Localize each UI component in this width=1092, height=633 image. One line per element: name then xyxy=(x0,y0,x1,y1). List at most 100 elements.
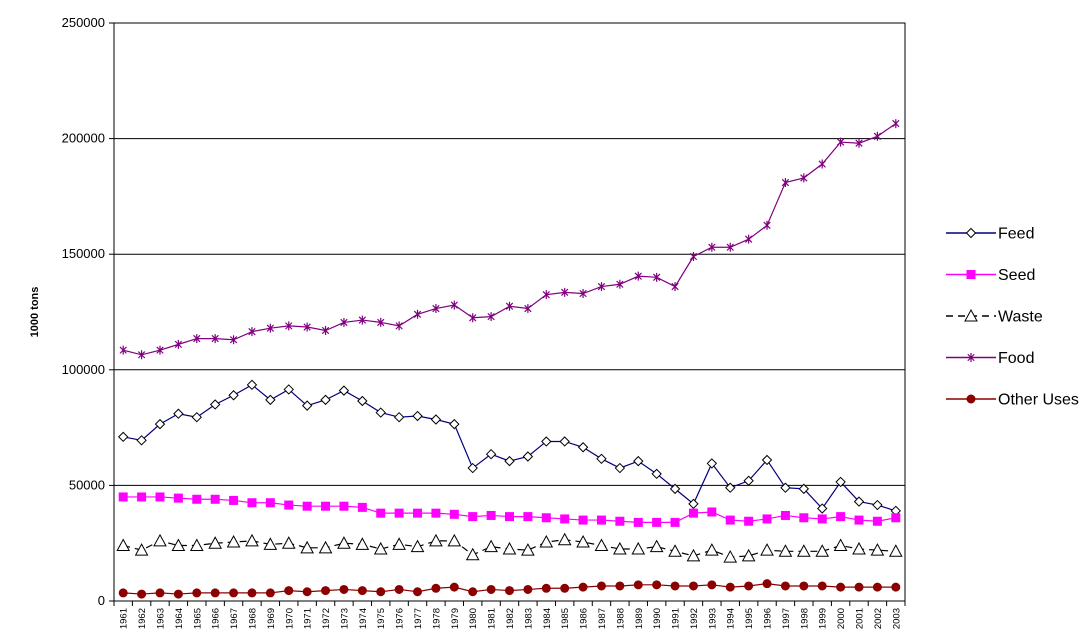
data-point-feed xyxy=(835,476,846,488)
data-point-food xyxy=(285,321,293,331)
data-point-food xyxy=(377,317,385,327)
data-point-food xyxy=(432,304,440,314)
data-point-waste xyxy=(245,533,259,547)
x-tick-label: 1974 xyxy=(358,608,369,629)
data-point-food xyxy=(248,327,256,337)
x-tick-label: 1970 xyxy=(284,608,295,629)
data-point-food xyxy=(818,159,826,169)
data-point-waste xyxy=(373,541,388,555)
data-point-waste xyxy=(576,534,590,548)
data-point-other-uses xyxy=(247,588,257,598)
series-waste xyxy=(116,532,903,563)
data-point-feed xyxy=(798,483,810,495)
data-point-food xyxy=(763,220,771,230)
data-point-waste xyxy=(723,550,738,563)
data-point-feed xyxy=(577,442,589,453)
data-point-seed xyxy=(247,498,257,508)
data-point-seed xyxy=(762,514,772,524)
data-point-seed xyxy=(688,508,698,518)
data-point-feed xyxy=(430,414,442,425)
legend: Feed Seed Waste Food Other Uses xyxy=(946,226,1079,409)
data-point-seed xyxy=(670,517,680,527)
x-tick-label: 1988 xyxy=(615,608,626,629)
data-point-seed xyxy=(486,510,496,520)
data-point-feed xyxy=(780,482,791,493)
data-point-feed xyxy=(651,468,662,480)
data-point-feed xyxy=(191,411,202,423)
data-point-feed xyxy=(853,496,865,507)
x-tick-label: 2002 xyxy=(873,608,884,629)
data-point-food xyxy=(395,321,403,331)
legend-item-feed: Feed xyxy=(946,226,1034,243)
x-tick-label: 1995 xyxy=(744,608,755,629)
data-point-waste xyxy=(521,543,535,556)
data-point-feed xyxy=(669,483,681,495)
legend-label: Feed xyxy=(998,226,1034,243)
data-point-seed xyxy=(413,508,423,518)
legend-item-other-uses: Other Uses xyxy=(946,392,1079,409)
data-point-other-uses xyxy=(376,587,386,597)
data-point-other-uses xyxy=(578,582,588,592)
legend-label: Other Uses xyxy=(998,392,1079,409)
data-point-feed xyxy=(522,451,534,462)
data-point-other-uses xyxy=(192,588,202,598)
x-tick-label: 1972 xyxy=(321,608,332,629)
x-tick-label: 1964 xyxy=(174,608,185,629)
data-point-waste xyxy=(833,538,848,552)
data-point-seed xyxy=(449,509,459,519)
data-point-seed xyxy=(118,492,128,502)
x-tick-label: 1983 xyxy=(523,608,534,629)
data-point-seed xyxy=(302,501,312,511)
data-point-food xyxy=(616,279,624,289)
data-point-seed xyxy=(173,493,183,503)
data-point-feed xyxy=(357,395,368,407)
data-point-food xyxy=(579,289,587,299)
data-point-seed xyxy=(560,514,570,524)
data-point-feed xyxy=(467,462,478,474)
legend-swatch-marker xyxy=(967,353,975,362)
data-point-seed xyxy=(523,512,533,522)
x-tick-label: 1967 xyxy=(229,608,240,629)
data-point-other-uses xyxy=(449,582,459,592)
data-point-other-uses xyxy=(615,581,625,591)
data-point-waste xyxy=(778,544,793,557)
data-point-food xyxy=(597,282,606,292)
data-point-waste xyxy=(594,538,609,552)
x-tick-label: 2000 xyxy=(836,608,847,629)
data-point-waste xyxy=(208,536,223,549)
legend-item-food: Food xyxy=(946,350,1034,367)
x-tick-label: 1985 xyxy=(560,608,571,629)
data-point-other-uses xyxy=(725,582,735,592)
legend-swatch-marker xyxy=(966,270,976,279)
legend-swatch-marker xyxy=(966,394,976,404)
data-point-waste xyxy=(337,536,351,549)
data-point-food xyxy=(487,312,495,322)
data-point-other-uses xyxy=(210,588,220,598)
data-point-waste xyxy=(668,544,682,557)
data-point-waste xyxy=(870,543,885,556)
x-tick-label: 1996 xyxy=(763,608,774,629)
data-point-food xyxy=(689,252,698,262)
data-point-waste xyxy=(392,537,406,550)
x-tick-label: 1997 xyxy=(781,608,792,629)
data-point-waste xyxy=(815,544,830,557)
series-feed xyxy=(117,379,902,517)
data-point-other-uses xyxy=(137,589,147,599)
x-tick-label: 1980 xyxy=(468,608,479,629)
data-point-seed xyxy=(339,501,349,511)
data-point-waste xyxy=(686,548,701,562)
data-point-seed xyxy=(872,516,882,526)
data-point-food xyxy=(505,301,514,311)
data-point-food xyxy=(358,315,367,325)
data-point-feed xyxy=(596,453,607,465)
data-point-feed xyxy=(320,394,331,406)
data-point-seed xyxy=(780,510,790,520)
data-point-food xyxy=(726,242,734,252)
data-point-seed xyxy=(615,516,625,526)
data-point-food xyxy=(855,138,863,148)
x-tick-label: 1978 xyxy=(431,608,442,629)
data-point-other-uses xyxy=(321,586,331,596)
data-point-other-uses xyxy=(560,583,570,593)
x-tick-label: 1965 xyxy=(192,608,203,629)
